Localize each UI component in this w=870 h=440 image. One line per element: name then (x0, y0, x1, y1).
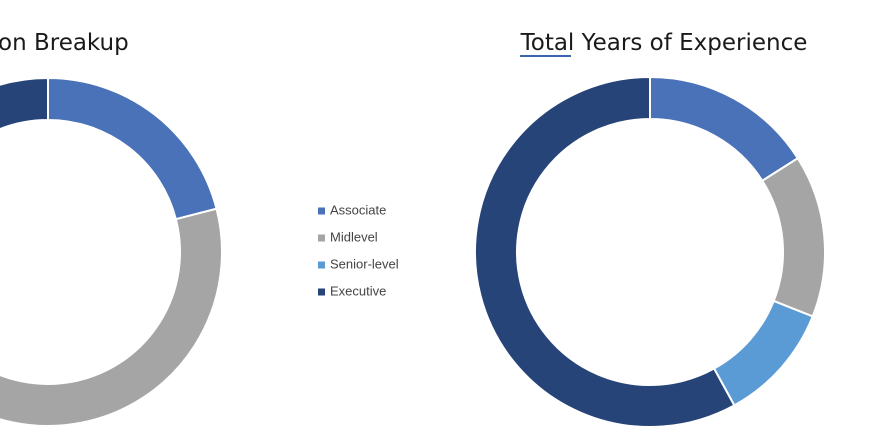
donut-segment (0, 76, 49, 131)
legend-label: Midlevel (330, 229, 378, 244)
donut-segment (712, 299, 815, 407)
legend-label: Senior-level (330, 256, 399, 271)
legend-swatch (318, 234, 325, 242)
chart-title: on Breakup (0, 30, 129, 56)
donut-segment (649, 75, 800, 183)
legend-label: Executive (330, 283, 386, 298)
donut-segment (0, 207, 223, 428)
legend-label: Associate (330, 202, 386, 217)
legend-swatch (318, 288, 325, 296)
donut-segment (760, 156, 826, 318)
donut-segment (47, 76, 218, 221)
legend-swatch (318, 207, 325, 215)
donut-segment (474, 75, 736, 428)
legend-swatch (318, 261, 325, 269)
chart-title: Total Years of Experience (520, 30, 808, 56)
